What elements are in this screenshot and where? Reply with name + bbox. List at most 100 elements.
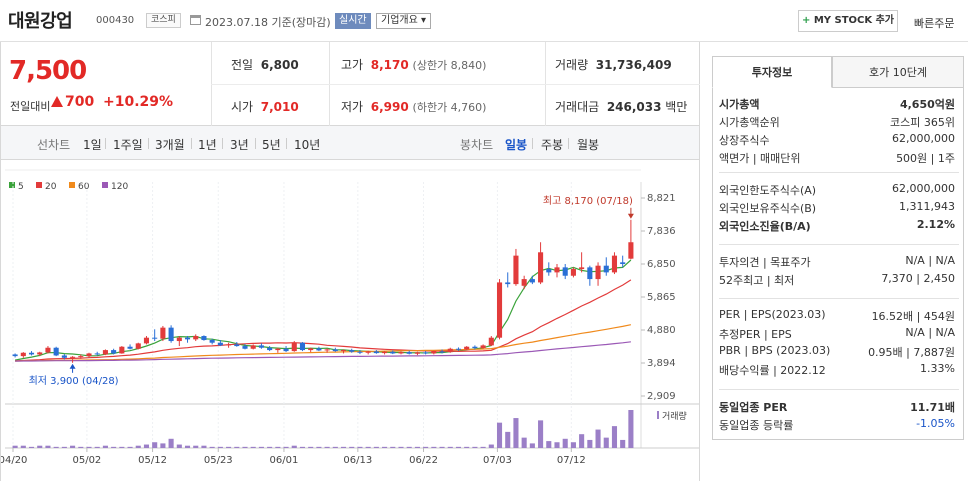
price-chart[interactable]: 5 20 60 120 8,821 7,836 6,850 5,865 4,880 3,894 2,… — [0, 160, 700, 481]
tab-orderbook[interactable]: 호가 10단계 — [832, 56, 964, 88]
company-info-dropdown[interactable]: 기업개요 ▾ — [376, 13, 432, 29]
candle-body — [291, 342, 297, 352]
volume: 거래량 31,736,409 — [555, 58, 672, 72]
volume-bar — [45, 445, 51, 448]
candle-body — [521, 279, 527, 286]
candle-body — [176, 337, 182, 342]
y-tick-label: 2,909 — [647, 391, 676, 402]
info-value: 4,650억원 — [899, 98, 955, 111]
market-badge: 코스피 — [146, 13, 181, 28]
add-mystock-button[interactable]: + MY STOCK 추가 — [798, 10, 898, 32]
range-1w[interactable]: 1주일 — [113, 138, 143, 152]
info-tabs: 투자정보 호가 10단계 — [712, 56, 964, 88]
volume-bar — [258, 446, 264, 448]
info-row: 외국인한도주식수(A) 62,000,000 — [719, 182, 955, 200]
volume-bar — [283, 446, 289, 448]
candle-body — [37, 352, 43, 355]
volume-bar — [538, 420, 544, 448]
candle-body — [267, 347, 273, 351]
volume-bar — [431, 446, 437, 448]
plus-icon: + — [801, 15, 811, 26]
volume-bar — [579, 434, 585, 448]
realtime-button[interactable]: 실시간 — [335, 13, 371, 29]
volume-bar — [570, 442, 576, 448]
info-value: 500원 | 1주 — [896, 152, 955, 165]
volume-bar — [398, 446, 404, 448]
range-1y[interactable]: 1년 — [198, 138, 217, 152]
legend-swatch — [36, 182, 42, 188]
ma-line-60 — [15, 324, 632, 362]
candle-body — [12, 354, 18, 357]
candle-body — [455, 348, 462, 350]
volume-bar — [513, 418, 519, 448]
x-tick-label: 06/22 — [409, 455, 438, 466]
candlestick-chart[interactable]: 5 20 60 120 8,821 7,836 6,850 5,865 4,880 3,894 2,… — [1, 160, 699, 481]
tab-investment-info[interactable]: 투자정보 — [712, 56, 832, 88]
volume-bar — [102, 445, 108, 448]
candle-body — [340, 350, 347, 352]
volume-bar — [78, 446, 84, 448]
candle-daily[interactable]: 일봉 — [505, 138, 528, 152]
volume-bar — [20, 445, 26, 448]
candle-body — [111, 350, 117, 354]
candle-monthly[interactable]: 월봉 — [577, 138, 600, 152]
range-5y[interactable]: 5년 — [262, 138, 281, 152]
candle-weekly[interactable]: 주봉 — [541, 138, 564, 152]
volume-bar — [242, 446, 248, 448]
quick-order-link[interactable]: 빠른주문 — [914, 17, 955, 30]
info-key: 투자의견 | 목표주가 — [719, 256, 811, 269]
candle-body — [464, 346, 470, 350]
legend-swatch — [9, 182, 15, 188]
info-key: 액면가 | 매매단위 — [719, 152, 801, 165]
candle-body — [234, 344, 240, 347]
stock-code: 000430 — [96, 15, 135, 26]
info-value: 11.71배 — [910, 401, 955, 414]
ma-line-120 — [15, 341, 631, 362]
candle-body — [414, 352, 420, 354]
range-3y[interactable]: 3년 — [230, 138, 249, 152]
volume-bar — [143, 444, 150, 448]
candle-body — [349, 350, 355, 352]
volume-bar — [12, 445, 18, 448]
volume-label: 거래량 — [662, 410, 687, 422]
candle-chart-label: 봉차트 — [460, 138, 494, 152]
high-arrow-head — [627, 213, 634, 219]
price-summary: 7,500 전일대비 700 +10.29% 전일 6,800 고가 8,170… — [0, 42, 700, 126]
volume-bar — [28, 446, 35, 448]
info-value: 2.12% — [916, 218, 955, 231]
candle-body — [439, 351, 445, 353]
candle-body — [628, 242, 634, 259]
candle-body — [168, 327, 174, 342]
y-tick-label: 4,880 — [647, 325, 676, 336]
candle-body — [28, 352, 35, 355]
volume-bar — [587, 439, 593, 448]
volume-bar — [193, 445, 199, 448]
volume-bar — [464, 446, 470, 448]
volume-bar — [546, 441, 552, 448]
candle-body — [127, 346, 133, 349]
info-row: 동일업종 PER 11.71배 — [719, 399, 955, 417]
candle-body — [431, 351, 437, 354]
candle-body — [529, 279, 535, 283]
volume-bar — [529, 443, 535, 448]
candle-body — [595, 265, 601, 280]
info-divider — [719, 172, 959, 173]
volume-bar — [94, 446, 100, 448]
range-1d[interactable]: 1일 — [83, 138, 102, 152]
volume-bar — [496, 422, 503, 448]
investment-info-panel: 투자정보 호가 10단계 시가총액 4,650억원 시가총액순위 코스피 365위 상장… — [712, 56, 964, 440]
candle-body — [505, 282, 511, 285]
info-key: 시가총액순위 — [719, 116, 780, 129]
volume-bar — [226, 446, 232, 448]
info-key: 시가총액 — [719, 98, 760, 111]
candle-body — [513, 255, 519, 285]
range-10y[interactable]: 10년 — [294, 138, 321, 152]
info-key: 동일업종 PER — [719, 401, 788, 414]
candle-body — [496, 282, 503, 338]
volume-bar — [357, 446, 363, 448]
candle-body — [184, 337, 191, 340]
candle-body — [562, 267, 568, 276]
low-arrow-head — [69, 363, 76, 369]
candle-body — [620, 262, 626, 265]
range-3m[interactable]: 3개월 — [155, 138, 185, 152]
